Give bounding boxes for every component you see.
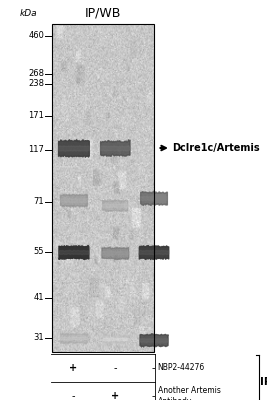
- Text: 71: 71: [33, 198, 44, 206]
- Text: 171: 171: [28, 112, 44, 120]
- Text: IP/WB: IP/WB: [85, 6, 121, 19]
- Text: Dclre1c/Artemis: Dclre1c/Artemis: [172, 143, 260, 153]
- Text: Another Artemis
Antibody: Another Artemis Antibody: [158, 386, 220, 400]
- Bar: [52, 24, 154, 352]
- Text: -: -: [152, 363, 155, 373]
- Text: 238: 238: [28, 80, 44, 88]
- Text: 460: 460: [28, 32, 44, 40]
- Text: +: +: [69, 363, 77, 373]
- Text: kDa: kDa: [20, 9, 38, 18]
- Text: NBP2-44276: NBP2-44276: [158, 364, 205, 372]
- Text: 41: 41: [34, 294, 44, 302]
- Text: -: -: [72, 391, 75, 400]
- Text: 31: 31: [33, 334, 44, 342]
- Text: 55: 55: [34, 248, 44, 256]
- Text: -: -: [113, 363, 117, 373]
- Text: 268: 268: [28, 70, 44, 78]
- Text: +: +: [111, 391, 119, 400]
- Text: IP: IP: [260, 377, 267, 387]
- Text: 117: 117: [28, 146, 44, 154]
- Text: -: -: [152, 391, 155, 400]
